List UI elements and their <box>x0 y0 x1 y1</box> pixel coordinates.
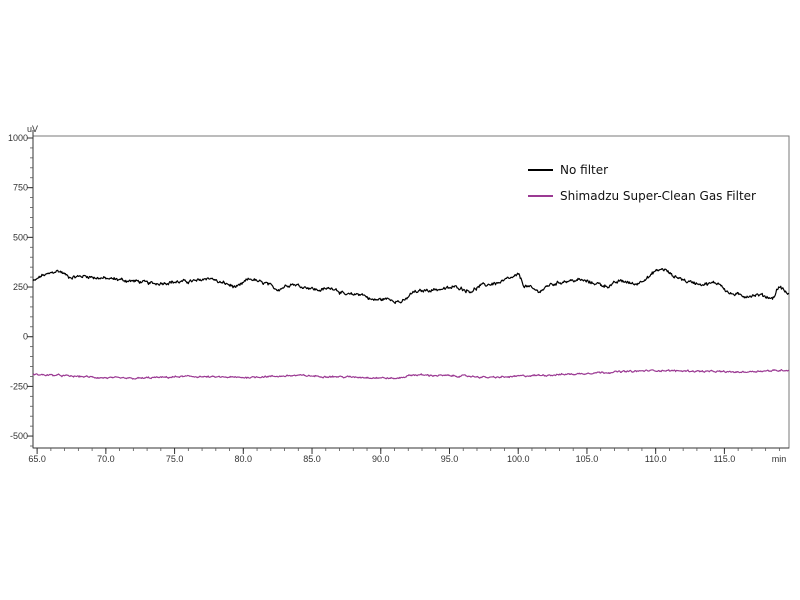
y-tick-label: -250 <box>10 381 28 391</box>
x-tick-label: 100.0 <box>507 454 530 464</box>
plot-frame <box>32 135 790 449</box>
y-tick-label: 750 <box>13 183 28 193</box>
legend: No filter Shimadzu Super-Clean Gas Filter <box>528 163 756 203</box>
x-tick-label: 110.0 <box>645 454 667 464</box>
y-tick-label: 250 <box>13 282 28 292</box>
x-axis-unit-label: min <box>772 454 787 464</box>
y-tick-label: -500 <box>10 431 28 441</box>
y-tick-label: 500 <box>13 232 28 242</box>
x-tick-label: 65.0 <box>28 454 46 464</box>
legend-label-gas-filter: Shimadzu Super-Clean Gas Filter <box>560 189 756 203</box>
x-tick-label: 80.0 <box>235 454 253 464</box>
series-line-gas-filter <box>32 368 790 380</box>
x-tick-label: 75.0 <box>166 454 184 464</box>
y-axis-unit-label: uV <box>27 124 38 134</box>
x-tick-label: 95.0 <box>441 454 459 464</box>
x-tick-label: 105.0 <box>576 454 599 464</box>
x-tick-label: 70.0 <box>97 454 115 464</box>
x-tick-label: 85.0 <box>303 454 321 464</box>
y-tick-label: 0 <box>23 332 28 342</box>
x-tick-label: 90.0 <box>372 454 390 464</box>
y-tick-label: 1000 <box>8 133 28 143</box>
legend-label-no-filter: No filter <box>560 163 608 177</box>
x-tick-label: 115.0 <box>713 454 735 464</box>
series-line-no-filter <box>32 268 790 305</box>
series-layer <box>32 268 790 380</box>
